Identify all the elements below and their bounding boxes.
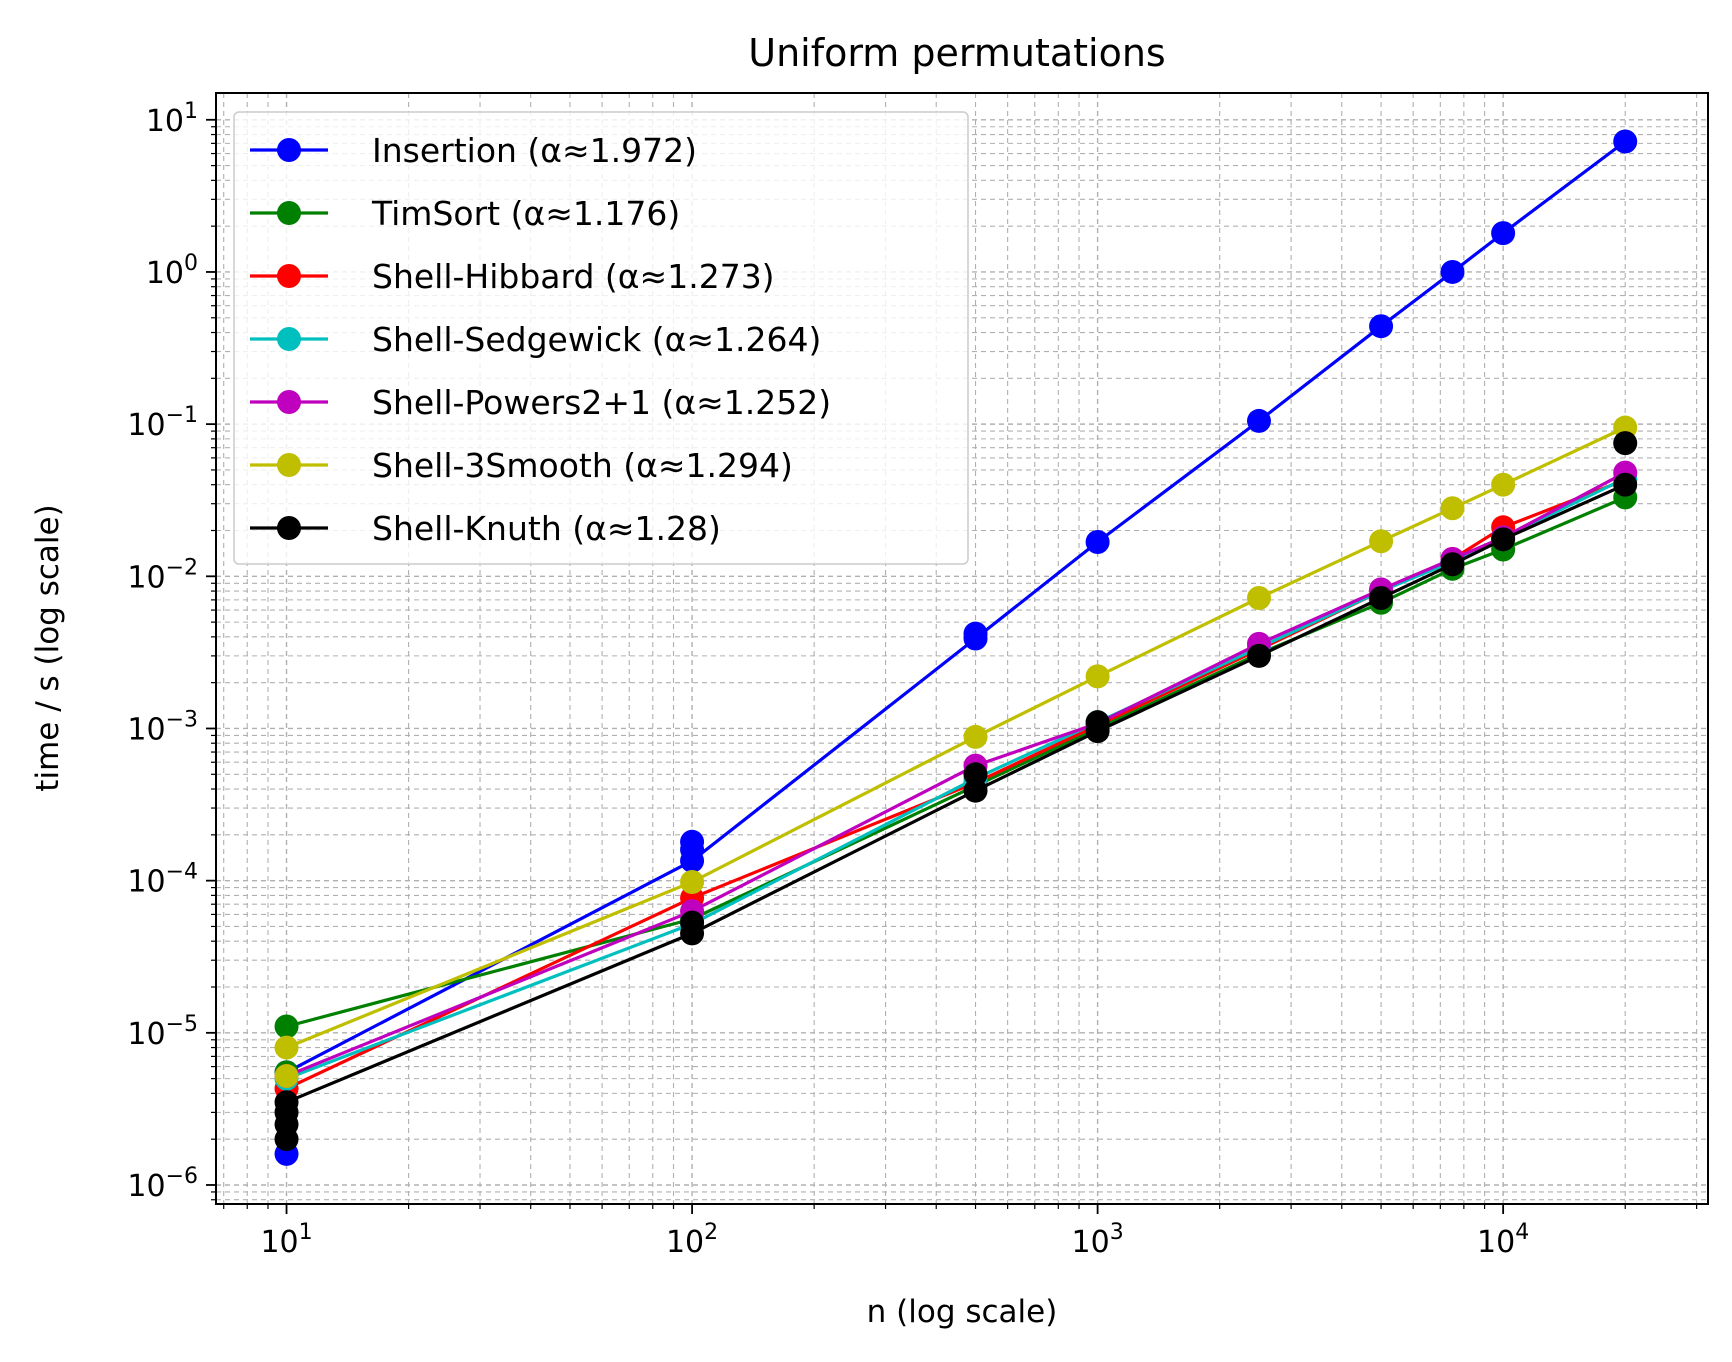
- data-point: [1613, 431, 1638, 456]
- data-point: [963, 626, 988, 651]
- series-group: [274, 415, 1638, 1089]
- data-point: [1246, 408, 1271, 433]
- legend-label: Shell-Powers2+1 (α≈1.252): [372, 383, 831, 422]
- series-group: [274, 431, 1638, 1152]
- plot-frame: [215, 92, 1709, 1205]
- y-tick-label: 100: [146, 251, 198, 291]
- data-point: [1369, 314, 1394, 339]
- x-tick-label: 103: [1072, 1220, 1124, 1260]
- legend-marker: [277, 327, 301, 351]
- y-tick-label: 10−6: [127, 1164, 198, 1204]
- data-point: [1613, 129, 1638, 154]
- legend-label: TimSort (α≈1.176): [371, 194, 680, 233]
- series-group: [274, 129, 1638, 1166]
- y-tick-label: 101: [146, 99, 198, 139]
- data-point: [1491, 472, 1516, 497]
- y-tick-label: 10−3: [127, 707, 198, 747]
- legend-label: Shell-Knuth (α≈1.28): [372, 509, 721, 548]
- data-point: [1491, 221, 1516, 246]
- data-point: [1491, 527, 1516, 552]
- legend-marker: [277, 201, 301, 225]
- legend-label: Shell-Sedgewick (α≈1.264): [372, 320, 821, 359]
- x-tick-label: 102: [666, 1220, 718, 1260]
- legend-label: Shell-3Smooth (α≈1.294): [372, 446, 793, 485]
- legend-box: [233, 111, 969, 565]
- data-point: [1440, 552, 1465, 577]
- data-point: [680, 869, 705, 894]
- data-point: [274, 1035, 299, 1060]
- legend-marker: [277, 390, 301, 414]
- legend-label: Insertion (α≈1.972): [372, 131, 697, 170]
- data-point: [963, 762, 988, 787]
- chart-title: Uniform permutations: [748, 31, 1165, 75]
- data-point: [274, 1064, 299, 1089]
- y-axis-label: time / s (log scale): [30, 504, 66, 791]
- data-point: [1369, 586, 1394, 611]
- data-point: [274, 1090, 299, 1115]
- data-point: [1246, 643, 1271, 668]
- y-tick-label: 10−1: [127, 403, 198, 443]
- data-point: [1440, 259, 1465, 284]
- data-point: [1085, 530, 1110, 555]
- data-point: [1085, 719, 1110, 744]
- data-point: [1085, 664, 1110, 689]
- legend-marker: [277, 138, 301, 162]
- data-point: [1613, 472, 1638, 497]
- data-point: [963, 724, 988, 749]
- x-tick-label: 104: [1477, 1220, 1529, 1260]
- data-point: [963, 778, 988, 803]
- y-tick-label: 10−4: [127, 860, 198, 900]
- legend: Insertion (α≈1.972) TimSort (α≈1.176) Shel…: [233, 111, 969, 565]
- data-point: [1369, 529, 1394, 554]
- data-point: [1440, 496, 1465, 521]
- legend-marker: [277, 516, 301, 540]
- legend-marker: [277, 264, 301, 288]
- series-layer: [274, 129, 1638, 1166]
- x-tick-label: 101: [260, 1220, 312, 1260]
- data-point: [1246, 586, 1271, 611]
- y-tick-label: 10−5: [127, 1012, 198, 1052]
- data-point: [680, 848, 705, 873]
- data-point: [274, 1014, 299, 1039]
- legend-marker: [277, 453, 301, 477]
- y-tick-label: 10−2: [127, 555, 198, 595]
- tick-layer: 101 102 103 104 10−6 10−5 10−4 10−3 10−2 10−1 100 1…: [127, 99, 1698, 1260]
- data-point: [680, 921, 705, 946]
- x-axis-label: n (log scale): [867, 1294, 1058, 1330]
- legend-label: Shell-Hibbard (α≈1.273): [372, 257, 775, 296]
